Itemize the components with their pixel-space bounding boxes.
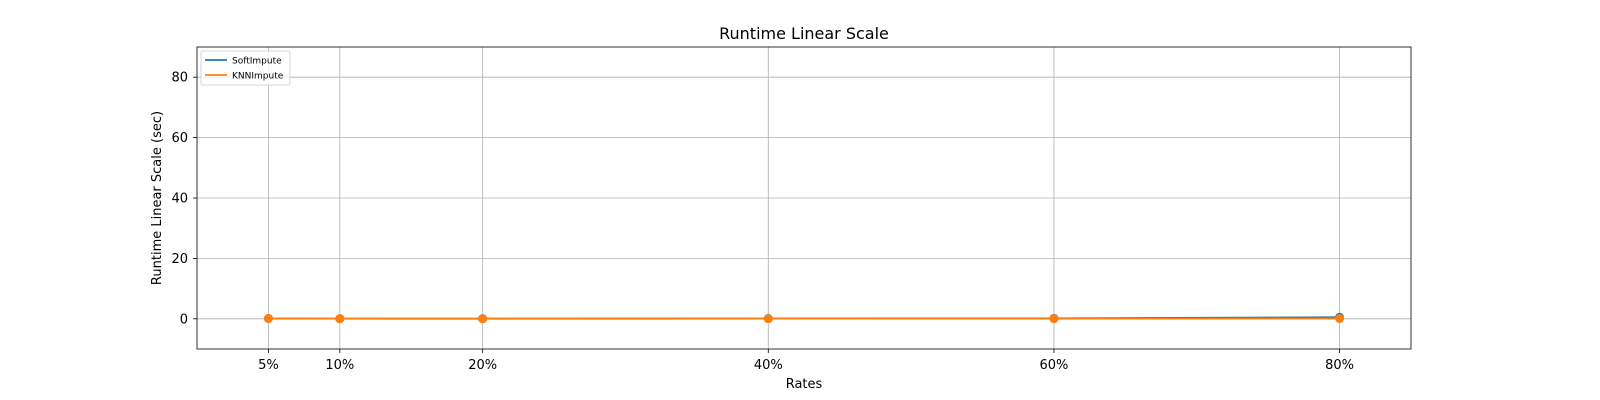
data-point-knnimpute <box>335 314 345 324</box>
y-tick-label: 20 <box>171 252 188 267</box>
x-tick-label: 60% <box>1039 358 1068 373</box>
y-tick-label: 80 <box>171 71 188 86</box>
legend: SoftImpute KNNImpute <box>200 50 291 86</box>
x-axis-label: Rates <box>786 377 823 392</box>
y-tick-label: 60 <box>171 131 188 146</box>
data-point-knnimpute <box>763 314 773 324</box>
x-tick-label: 5% <box>258 358 279 373</box>
x-tick-label: 40% <box>754 358 783 373</box>
y-axis-label: Runtime Linear Scale (sec) <box>150 111 165 285</box>
x-tick-label: 80% <box>1325 358 1354 373</box>
grid-layer <box>197 47 1411 349</box>
series-layer <box>263 312 1345 324</box>
chart-title: Runtime Linear Scale <box>719 24 889 43</box>
data-point-knnimpute <box>1335 313 1345 323</box>
x-axis: 5% 10% 20% 40% 60% 80% <box>258 349 1354 373</box>
y-tick-label: 0 <box>180 312 188 327</box>
legend-label-softimpute: SoftImpute <box>232 57 282 67</box>
data-point-knnimpute <box>1049 314 1059 324</box>
y-tick-label: 40 <box>171 192 188 207</box>
x-tick-label: 10% <box>325 358 354 373</box>
y-axis: 0 20 40 60 80 <box>171 71 197 327</box>
x-tick-label: 20% <box>468 358 497 373</box>
legend-label-knnimpute: KNNImpute <box>232 72 284 82</box>
data-point-knnimpute <box>478 314 488 324</box>
data-point-knnimpute <box>263 313 273 323</box>
